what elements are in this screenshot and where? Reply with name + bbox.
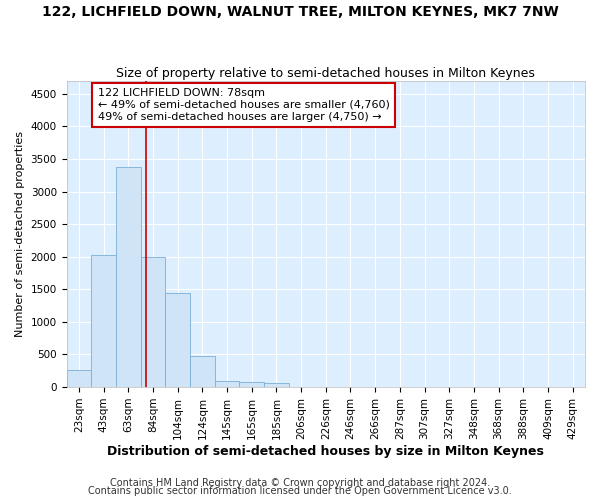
Title: Size of property relative to semi-detached houses in Milton Keynes: Size of property relative to semi-detach… [116,66,535,80]
Bar [67,370,91,387]
Bar [140,256,165,387]
Bar [91,254,116,387]
Bar [190,356,215,387]
Bar [264,383,289,387]
X-axis label: Distribution of semi-detached houses by size in Milton Keynes: Distribution of semi-detached houses by … [107,444,544,458]
Bar [215,380,239,387]
Text: Contains HM Land Registry data © Crown copyright and database right 2024.: Contains HM Land Registry data © Crown c… [110,478,490,488]
Text: 122 LICHFIELD DOWN: 78sqm
← 49% of semi-detached houses are smaller (4,760)
49% : 122 LICHFIELD DOWN: 78sqm ← 49% of semi-… [98,88,389,122]
Text: 122, LICHFIELD DOWN, WALNUT TREE, MILTON KEYNES, MK7 7NW: 122, LICHFIELD DOWN, WALNUT TREE, MILTON… [41,5,559,19]
Text: Contains public sector information licensed under the Open Government Licence v3: Contains public sector information licen… [88,486,512,496]
Bar [165,292,190,387]
Y-axis label: Number of semi-detached properties: Number of semi-detached properties [15,131,25,337]
Bar [239,382,264,387]
Bar [116,168,140,387]
